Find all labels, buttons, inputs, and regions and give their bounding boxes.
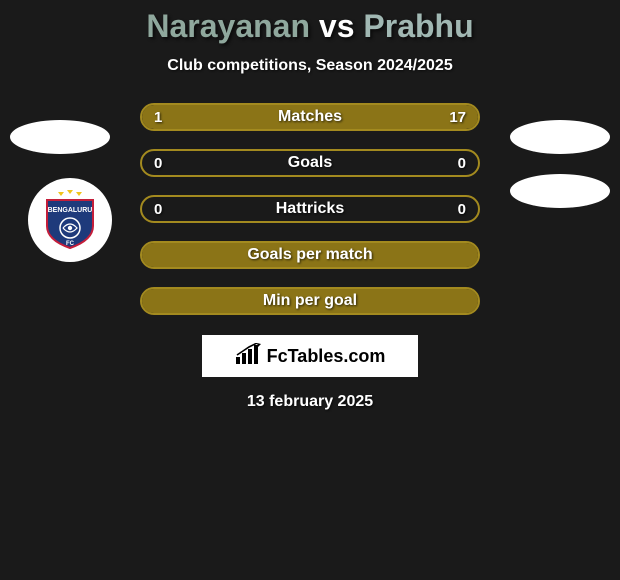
stat-rows: 117Matches00Goals00HattricksGoals per ma… <box>140 103 480 315</box>
page-title: Narayanan vs Prabhu <box>146 8 473 45</box>
stat-label: Matches <box>142 105 478 129</box>
brand-text: FcTables.com <box>267 346 386 367</box>
stat-value-right: 0 <box>458 151 466 175</box>
date-label: 13 february 2025 <box>247 393 373 411</box>
player1-name: Narayanan <box>146 8 310 44</box>
club-badge: BENGALURU FC <box>28 178 112 262</box>
player2-name: Prabhu <box>363 8 473 44</box>
stat-value-right: 17 <box>449 105 466 129</box>
stat-row-hattricks: 0 0Hattricks <box>140 195 480 223</box>
stat-row-gpm: Goals per match <box>140 241 480 269</box>
stat-label: Goals <box>142 151 478 175</box>
brand-logo[interactable]: FcTables.com <box>202 335 418 377</box>
brand-chart-icon <box>235 343 261 370</box>
comparison-container: Narayanan vs Prabhu Club competitions, S… <box>0 0 620 580</box>
stat-row-matches: 1 17Matches <box>140 103 480 131</box>
stat-label: Goals per match <box>142 243 478 267</box>
player1-avatar <box>10 120 110 154</box>
player2-avatar-secondary <box>510 174 610 208</box>
stat-value-right: 0 <box>458 197 466 221</box>
stat-value-left: 0 <box>154 197 162 221</box>
svg-text:FC: FC <box>66 241 75 247</box>
club-shield-icon: BENGALURU FC <box>43 190 97 250</box>
title-vs: vs <box>319 8 355 44</box>
stat-value-left: 0 <box>154 151 162 175</box>
stat-row-mpg: Min per goal <box>140 287 480 315</box>
stat-label: Hattricks <box>142 197 478 221</box>
stat-value-left: 1 <box>154 105 162 129</box>
stat-row-goals: 0 0Goals <box>140 149 480 177</box>
subtitle: Club competitions, Season 2024/2025 <box>167 57 452 75</box>
club-name-text: BENGALURU <box>48 207 93 214</box>
player2-avatar <box>510 120 610 154</box>
stat-label: Min per goal <box>142 289 478 313</box>
